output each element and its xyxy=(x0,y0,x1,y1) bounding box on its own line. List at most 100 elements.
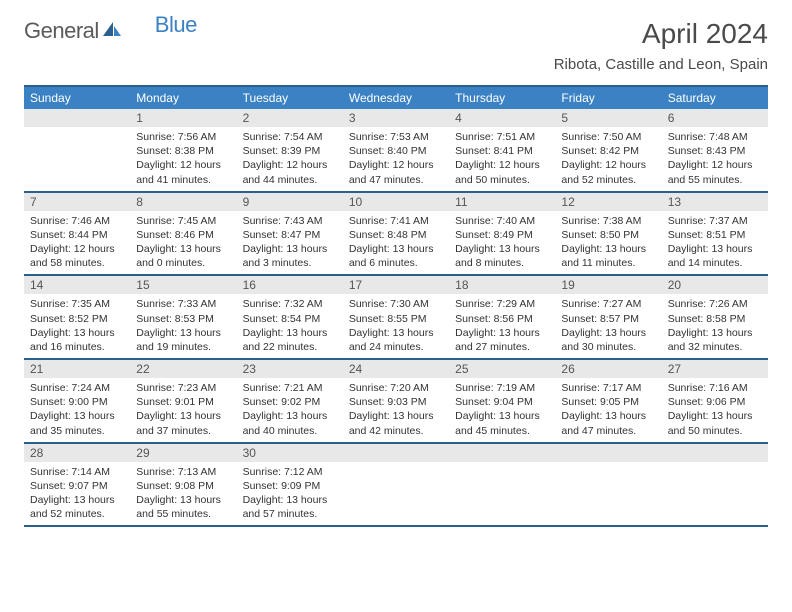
daylight-text: Daylight: 12 hours and 47 minutes. xyxy=(349,158,443,186)
daylight-text: Daylight: 13 hours and 52 minutes. xyxy=(30,493,124,521)
daylight-text: Daylight: 13 hours and 8 minutes. xyxy=(455,242,549,270)
day-body: Sunrise: 7:14 AMSunset: 9:07 PMDaylight:… xyxy=(24,462,130,526)
weeks-container: 1Sunrise: 7:56 AMSunset: 8:38 PMDaylight… xyxy=(24,109,768,527)
daylight-text: Daylight: 13 hours and 24 minutes. xyxy=(349,326,443,354)
day-body: Sunrise: 7:50 AMSunset: 8:42 PMDaylight:… xyxy=(555,127,661,191)
daylight-text: Daylight: 13 hours and 6 minutes. xyxy=(349,242,443,270)
day-cell: 24Sunrise: 7:20 AMSunset: 9:03 PMDayligh… xyxy=(343,360,449,442)
day-number: 24 xyxy=(343,360,449,378)
day-cell: 15Sunrise: 7:33 AMSunset: 8:53 PMDayligh… xyxy=(130,276,236,358)
day-body: Sunrise: 7:19 AMSunset: 9:04 PMDaylight:… xyxy=(449,378,555,442)
day-number: 14 xyxy=(24,276,130,294)
day-number: 23 xyxy=(237,360,343,378)
day-body: Sunrise: 7:45 AMSunset: 8:46 PMDaylight:… xyxy=(130,211,236,275)
day-body: Sunrise: 7:46 AMSunset: 8:44 PMDaylight:… xyxy=(24,211,130,275)
sunset-text: Sunset: 9:09 PM xyxy=(243,479,337,493)
day-number: 25 xyxy=(449,360,555,378)
day-number: 3 xyxy=(343,109,449,127)
sunrise-text: Sunrise: 7:51 AM xyxy=(455,130,549,144)
logo-text-general: General xyxy=(24,18,99,44)
day-body: Sunrise: 7:40 AMSunset: 8:49 PMDaylight:… xyxy=(449,211,555,275)
sunset-text: Sunset: 8:44 PM xyxy=(30,228,124,242)
day-number: 16 xyxy=(237,276,343,294)
daylight-text: Daylight: 12 hours and 50 minutes. xyxy=(455,158,549,186)
daylight-text: Daylight: 12 hours and 58 minutes. xyxy=(30,242,124,270)
day-number: 17 xyxy=(343,276,449,294)
day-cell: 26Sunrise: 7:17 AMSunset: 9:05 PMDayligh… xyxy=(555,360,661,442)
day-body: Sunrise: 7:54 AMSunset: 8:39 PMDaylight:… xyxy=(237,127,343,191)
day-body: Sunrise: 7:29 AMSunset: 8:56 PMDaylight:… xyxy=(449,294,555,358)
day-number: 20 xyxy=(662,276,768,294)
sunrise-text: Sunrise: 7:56 AM xyxy=(136,130,230,144)
day-cell xyxy=(449,444,555,526)
sunset-text: Sunset: 9:06 PM xyxy=(668,395,762,409)
calendar: Sunday Monday Tuesday Wednesday Thursday… xyxy=(24,85,768,527)
daylight-text: Daylight: 13 hours and 40 minutes. xyxy=(243,409,337,437)
daylight-text: Daylight: 13 hours and 16 minutes. xyxy=(30,326,124,354)
day-cell: 1Sunrise: 7:56 AMSunset: 8:38 PMDaylight… xyxy=(130,109,236,191)
daylight-text: Daylight: 13 hours and 19 minutes. xyxy=(136,326,230,354)
day-number: 5 xyxy=(555,109,661,127)
sail-icon xyxy=(101,20,123,43)
day-cell: 16Sunrise: 7:32 AMSunset: 8:54 PMDayligh… xyxy=(237,276,343,358)
sunset-text: Sunset: 8:46 PM xyxy=(136,228,230,242)
day-body: Sunrise: 7:23 AMSunset: 9:01 PMDaylight:… xyxy=(130,378,236,442)
sunset-text: Sunset: 8:39 PM xyxy=(243,144,337,158)
day-body: Sunrise: 7:24 AMSunset: 9:00 PMDaylight:… xyxy=(24,378,130,442)
day-body: Sunrise: 7:30 AMSunset: 8:55 PMDaylight:… xyxy=(343,294,449,358)
day-number xyxy=(662,444,768,462)
sunrise-text: Sunrise: 7:38 AM xyxy=(561,214,655,228)
sunset-text: Sunset: 9:08 PM xyxy=(136,479,230,493)
day-cell: 2Sunrise: 7:54 AMSunset: 8:39 PMDaylight… xyxy=(237,109,343,191)
day-cell: 4Sunrise: 7:51 AMSunset: 8:41 PMDaylight… xyxy=(449,109,555,191)
dayhead-friday: Friday xyxy=(555,87,661,109)
sunset-text: Sunset: 8:38 PM xyxy=(136,144,230,158)
sunrise-text: Sunrise: 7:16 AM xyxy=(668,381,762,395)
day-body: Sunrise: 7:51 AMSunset: 8:41 PMDaylight:… xyxy=(449,127,555,191)
sunset-text: Sunset: 8:43 PM xyxy=(668,144,762,158)
day-number: 7 xyxy=(24,193,130,211)
sunset-text: Sunset: 8:51 PM xyxy=(668,228,762,242)
day-number xyxy=(24,109,130,127)
week-row: 21Sunrise: 7:24 AMSunset: 9:00 PMDayligh… xyxy=(24,360,768,444)
sunset-text: Sunset: 8:52 PM xyxy=(30,312,124,326)
sunrise-text: Sunrise: 7:41 AM xyxy=(349,214,443,228)
sunset-text: Sunset: 9:02 PM xyxy=(243,395,337,409)
daylight-text: Daylight: 13 hours and 22 minutes. xyxy=(243,326,337,354)
sunset-text: Sunset: 9:00 PM xyxy=(30,395,124,409)
day-cell: 17Sunrise: 7:30 AMSunset: 8:55 PMDayligh… xyxy=(343,276,449,358)
sunset-text: Sunset: 8:41 PM xyxy=(455,144,549,158)
sunrise-text: Sunrise: 7:35 AM xyxy=(30,297,124,311)
daylight-text: Daylight: 13 hours and 55 minutes. xyxy=(136,493,230,521)
daylight-text: Daylight: 12 hours and 55 minutes. xyxy=(668,158,762,186)
sunrise-text: Sunrise: 7:30 AM xyxy=(349,297,443,311)
sunset-text: Sunset: 8:48 PM xyxy=(349,228,443,242)
day-header-row: Sunday Monday Tuesday Wednesday Thursday… xyxy=(24,87,768,109)
day-cell: 18Sunrise: 7:29 AMSunset: 8:56 PMDayligh… xyxy=(449,276,555,358)
location-text: Ribota, Castille and Leon, Spain xyxy=(554,56,768,73)
daylight-text: Daylight: 13 hours and 14 minutes. xyxy=(668,242,762,270)
sunset-text: Sunset: 8:49 PM xyxy=(455,228,549,242)
daylight-text: Daylight: 13 hours and 42 minutes. xyxy=(349,409,443,437)
day-cell: 13Sunrise: 7:37 AMSunset: 8:51 PMDayligh… xyxy=(662,193,768,275)
sunset-text: Sunset: 8:40 PM xyxy=(349,144,443,158)
daylight-text: Daylight: 13 hours and 57 minutes. xyxy=(243,493,337,521)
daylight-text: Daylight: 13 hours and 35 minutes. xyxy=(30,409,124,437)
day-number: 29 xyxy=(130,444,236,462)
sunrise-text: Sunrise: 7:24 AM xyxy=(30,381,124,395)
day-cell: 20Sunrise: 7:26 AMSunset: 8:58 PMDayligh… xyxy=(662,276,768,358)
sunrise-text: Sunrise: 7:23 AM xyxy=(136,381,230,395)
day-cell: 7Sunrise: 7:46 AMSunset: 8:44 PMDaylight… xyxy=(24,193,130,275)
day-body: Sunrise: 7:41 AMSunset: 8:48 PMDaylight:… xyxy=(343,211,449,275)
sunrise-text: Sunrise: 7:33 AM xyxy=(136,297,230,311)
sunrise-text: Sunrise: 7:32 AM xyxy=(243,297,337,311)
day-number xyxy=(343,444,449,462)
week-row: 1Sunrise: 7:56 AMSunset: 8:38 PMDaylight… xyxy=(24,109,768,193)
day-number: 26 xyxy=(555,360,661,378)
day-cell xyxy=(662,444,768,526)
dayhead-monday: Monday xyxy=(130,87,236,109)
day-body: Sunrise: 7:13 AMSunset: 9:08 PMDaylight:… xyxy=(130,462,236,526)
day-number: 30 xyxy=(237,444,343,462)
day-cell: 21Sunrise: 7:24 AMSunset: 9:00 PMDayligh… xyxy=(24,360,130,442)
week-row: 7Sunrise: 7:46 AMSunset: 8:44 PMDaylight… xyxy=(24,193,768,277)
